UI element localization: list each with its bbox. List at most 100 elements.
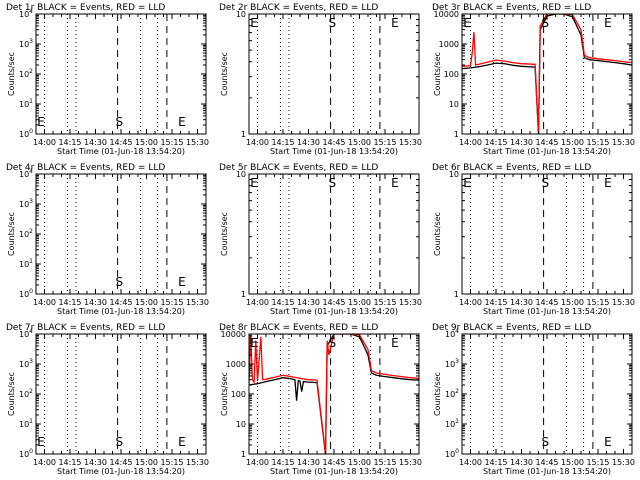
x-tick-label: 14:00 — [33, 138, 56, 147]
y-tick-label: 10 — [236, 10, 246, 19]
x-tick-label: 14:15 — [271, 138, 294, 147]
x-tick-label: 14:30 — [297, 298, 320, 307]
y-tick-label: 101 — [19, 258, 33, 269]
x-tick-label: 14:30 — [297, 138, 320, 147]
y-tick-exponent: 1 — [29, 258, 33, 265]
y-tick-label: 104 — [19, 328, 33, 339]
panel-title: Det 2r BLACK = Events, RED = LLD — [219, 3, 378, 13]
x-axis-label: Start Time (01-Jun-18 13:54:20) — [483, 147, 611, 156]
y-axis-label: Counts/sec — [433, 372, 442, 416]
y-axis-label: Counts/sec — [220, 212, 229, 256]
marker-e: E — [604, 435, 612, 449]
y-tick-label: 1 — [241, 130, 246, 139]
x-tick-label: 15:30 — [399, 298, 422, 307]
y-tick-label: 102 — [19, 388, 33, 399]
marker-e: E — [37, 435, 45, 449]
x-tick-label: 15:00 — [135, 458, 158, 467]
marker-e: E — [463, 176, 471, 190]
y-tick-label: 100 — [19, 128, 33, 139]
panel-title: Det 8r BLACK = Events, RED = LLD — [219, 323, 378, 333]
plot-frame — [248, 333, 420, 455]
y-tick-exponent: 2 — [455, 388, 459, 395]
x-tick-label: 14:15 — [58, 138, 81, 147]
marker-s: S — [542, 176, 550, 190]
series-line-lld — [462, 14, 632, 134]
x-tick-label: 15:15 — [586, 138, 609, 147]
y-tick-label: 101 — [445, 418, 459, 429]
x-tick-label: 14:00 — [33, 298, 56, 307]
y-tick-label: 103 — [445, 358, 459, 369]
x-tick-label: 15:30 — [186, 298, 209, 307]
panel-det9: Det 9r BLACK = Events, RED = LLD10010110… — [432, 323, 635, 476]
x-tick-label: 14:45 — [322, 458, 345, 467]
x-tick-label: 14:45 — [109, 138, 132, 147]
x-tick-label: 15:15 — [373, 298, 396, 307]
marker-e: E — [391, 176, 399, 190]
x-tick-label: 15:30 — [186, 138, 209, 147]
y-tick-label: 100 — [19, 448, 33, 459]
x-tick-label: 15:00 — [561, 138, 584, 147]
panel-title: Det 1r BLACK = Events, RED = LLD — [6, 3, 165, 13]
marker-s: S — [542, 16, 550, 30]
plot-frame — [248, 13, 420, 135]
x-tick-label: 15:30 — [612, 458, 635, 467]
y-tick-label: 104 — [19, 8, 33, 19]
panel-title: Det 3r BLACK = Events, RED = LLD — [432, 3, 591, 13]
x-tick-label: 15:00 — [135, 138, 158, 147]
x-tick-label: 15:30 — [186, 458, 209, 467]
x-tick-label: 15:00 — [135, 298, 158, 307]
panel-det8: Det 8r BLACK = Events, RED = LLD 1 10 100 10… — [219, 323, 422, 476]
x-tick-label: 15:15 — [373, 138, 396, 147]
marker-e: E — [463, 16, 471, 30]
marker-e: E — [250, 176, 258, 190]
y-tick-label: 10 — [449, 100, 459, 109]
y-tick-label: 1 — [454, 130, 459, 139]
panel-det6: Det 6r BLACK = Events, RED = LLD 1 10 14:00… — [432, 163, 635, 316]
y-tick-exponent: 0 — [29, 448, 33, 455]
y-tick-label: 102 — [19, 228, 33, 239]
x-tick-label: 14:00 — [459, 458, 482, 467]
x-tick-label: 15:00 — [561, 458, 584, 467]
series-line-lld — [249, 334, 419, 454]
plot-frame — [248, 173, 420, 295]
x-tick-label: 14:45 — [535, 458, 558, 467]
x-tick-label: 14:15 — [271, 298, 294, 307]
y-tick-exponent: 4 — [29, 8, 33, 15]
y-tick-label: 101 — [19, 418, 33, 429]
x-tick-label: 14:15 — [271, 458, 294, 467]
marker-e: E — [391, 336, 399, 350]
marker-e: E — [604, 176, 612, 190]
panel-title: Det 7r BLACK = Events, RED = LLD — [6, 323, 165, 333]
x-axis-label: Start Time (01-Jun-18 13:54:20) — [483, 307, 611, 316]
x-tick-label: 15:15 — [373, 458, 396, 467]
x-tick-label: 14:45 — [322, 138, 345, 147]
x-tick-label: 14:30 — [297, 458, 320, 467]
x-tick-label: 14:30 — [510, 298, 533, 307]
y-tick-label: 10 — [236, 420, 246, 429]
marker-e: E — [178, 115, 186, 129]
x-tick-label: 14:45 — [535, 138, 558, 147]
y-tick-label: 1 — [241, 450, 246, 459]
y-tick-label: 10 — [236, 170, 246, 179]
plot-frame — [461, 173, 633, 295]
y-tick-exponent: 0 — [29, 288, 33, 295]
marker-s: S — [542, 435, 550, 449]
marker-s: S — [329, 176, 337, 190]
y-tick-label: 102 — [19, 68, 33, 79]
x-tick-label: 14:30 — [84, 458, 107, 467]
series-line-events — [249, 334, 419, 454]
y-tick-exponent: 1 — [29, 98, 33, 105]
marker-e: E — [250, 16, 258, 30]
y-axis-label: Counts/sec — [7, 52, 16, 96]
panel-title: Det 6r BLACK = Events, RED = LLD — [432, 163, 591, 173]
y-axis-label: Counts/sec — [7, 212, 16, 256]
panel-det5: Det 5r BLACK = Events, RED = LLD 1 10 14:00… — [219, 163, 422, 316]
x-tick-label: 14:00 — [246, 458, 269, 467]
x-tick-label: 14:30 — [84, 298, 107, 307]
x-axis-label: Start Time (01-Jun-18 13:54:20) — [57, 307, 185, 316]
y-tick-label: 103 — [19, 358, 33, 369]
x-tick-label: 15:15 — [160, 138, 183, 147]
x-tick-label: 14:00 — [33, 458, 56, 467]
x-tick-label: 15:15 — [160, 458, 183, 467]
x-tick-label: 14:00 — [246, 138, 269, 147]
